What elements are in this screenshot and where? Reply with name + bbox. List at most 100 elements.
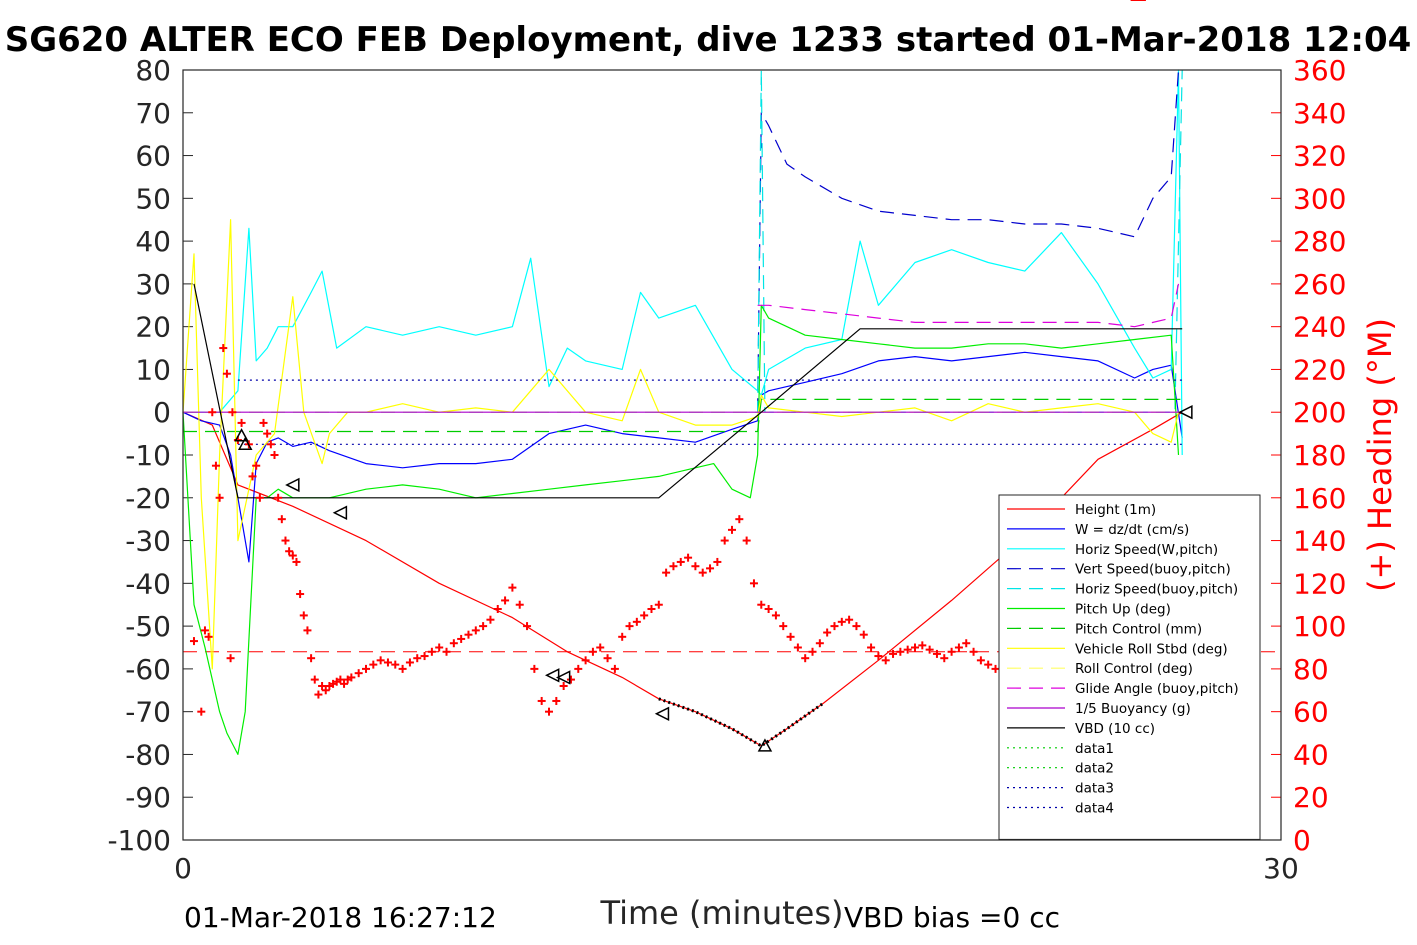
heading-point <box>801 654 810 663</box>
heading-point <box>969 647 978 656</box>
heading-point <box>347 673 356 682</box>
heading-point <box>837 617 846 626</box>
heading-point <box>226 654 235 663</box>
y-tick-label: -70 <box>125 696 171 729</box>
series-line-3 <box>757 69 1180 413</box>
heading-point <box>889 649 898 658</box>
y2-tick-label: 280 <box>1293 225 1346 258</box>
heading-point <box>625 622 634 631</box>
y-tick-label: -90 <box>125 781 171 814</box>
heading-point <box>984 660 993 669</box>
y2-tick-label: 40 <box>1293 738 1329 771</box>
series-line-1 <box>182 351 1183 563</box>
heading-point <box>867 643 876 652</box>
heading-point <box>859 630 868 639</box>
heading-point <box>413 654 422 663</box>
heading-point <box>603 654 612 663</box>
legend-label: Pitch Control (mm) <box>1075 621 1202 637</box>
heading-point <box>222 369 231 378</box>
y2-tick-label: 120 <box>1293 567 1346 600</box>
legend-label: Pitch Up (deg) <box>1075 602 1171 618</box>
x-tick-label: 0 <box>174 852 192 885</box>
y-tick-label: 20 <box>135 311 171 344</box>
data-series <box>182 0 1281 756</box>
heading-point <box>559 682 568 690</box>
heading-point <box>252 461 261 470</box>
heading-point <box>266 440 275 449</box>
y-tick-label: 0 <box>153 396 171 429</box>
heading-point <box>911 643 919 652</box>
heading-point <box>383 658 392 667</box>
heading-point <box>566 675 575 684</box>
apogee-dotted-segment <box>658 697 825 748</box>
heading-point <box>405 658 414 667</box>
y2-tick-label: 60 <box>1293 696 1329 729</box>
heading-point <box>296 590 305 599</box>
triangle-marker <box>654 706 670 722</box>
y-tick-label: -30 <box>125 525 171 558</box>
heading-point <box>274 493 283 502</box>
y-tick-label: -40 <box>125 567 171 600</box>
heading-point <box>420 652 429 661</box>
heading-point <box>285 547 294 556</box>
heading-point <box>457 634 466 643</box>
legend-label: Height (1m) <box>1075 502 1156 518</box>
footer-timestamp: 01-Mar-2018 16:27:12 <box>184 901 497 934</box>
legend-label: Roll Control (deg) <box>1075 661 1193 677</box>
heading-point <box>307 654 316 663</box>
series-line-11 <box>193 283 1183 499</box>
heading-point <box>676 557 685 566</box>
heading-point <box>208 408 217 417</box>
heading-point <box>288 551 297 560</box>
heading-point <box>545 707 553 716</box>
y2-tick-label: 0 <box>1293 824 1311 857</box>
heading-point <box>215 493 224 502</box>
y2-tick-label: 180 <box>1293 439 1346 472</box>
legend-label: Vehicle Roll Stbd (deg) <box>1075 641 1228 657</box>
heading-point <box>340 679 349 688</box>
y-tick-label: 30 <box>135 268 171 301</box>
heading-point <box>771 611 780 620</box>
heading-point <box>874 652 883 661</box>
y2-tick-label: 140 <box>1293 525 1346 558</box>
heading-point <box>299 611 308 620</box>
y-tick-label: -80 <box>125 738 171 771</box>
heading-point <box>427 647 436 656</box>
heading-point <box>501 596 510 605</box>
series-line-6 <box>183 398 1183 433</box>
heading-point <box>493 605 502 613</box>
plot-frame <box>182 69 1282 841</box>
heading-point <box>845 615 854 624</box>
heading-point <box>435 643 444 652</box>
heading-point <box>735 515 744 524</box>
legend-label: 1/5 Buoyancy (g) <box>1075 701 1191 717</box>
y2-tick-label: 220 <box>1293 353 1346 386</box>
y-tick-label: 10 <box>135 353 171 386</box>
heading-point <box>237 418 246 427</box>
heading-point <box>281 536 290 545</box>
x-axis-label: Time (minutes) <box>600 894 844 932</box>
triangle-marker <box>757 738 773 752</box>
triangle-marker <box>237 436 253 451</box>
y2-tick-label: 260 <box>1293 268 1346 301</box>
heading-point <box>691 562 700 571</box>
heading-point <box>515 600 524 609</box>
triangle-marker <box>1178 405 1193 420</box>
heading-point <box>310 675 319 684</box>
heading-point <box>479 622 488 631</box>
heading-point <box>581 656 590 665</box>
heading-point <box>632 617 641 626</box>
heading-point <box>640 611 649 620</box>
heading-point <box>354 669 363 678</box>
heading-point <box>662 568 671 577</box>
heading-point <box>336 675 345 684</box>
y2-tick-label: 360 <box>1293 54 1346 87</box>
y-tick-label: 50 <box>135 182 171 215</box>
x-tick-label: 30 <box>1263 852 1299 885</box>
y2-tick-label: 320 <box>1293 140 1346 173</box>
heading-point <box>698 568 707 577</box>
y2-tick-label: 100 <box>1293 610 1346 643</box>
heading-point <box>398 664 407 673</box>
heading-point <box>442 647 451 656</box>
